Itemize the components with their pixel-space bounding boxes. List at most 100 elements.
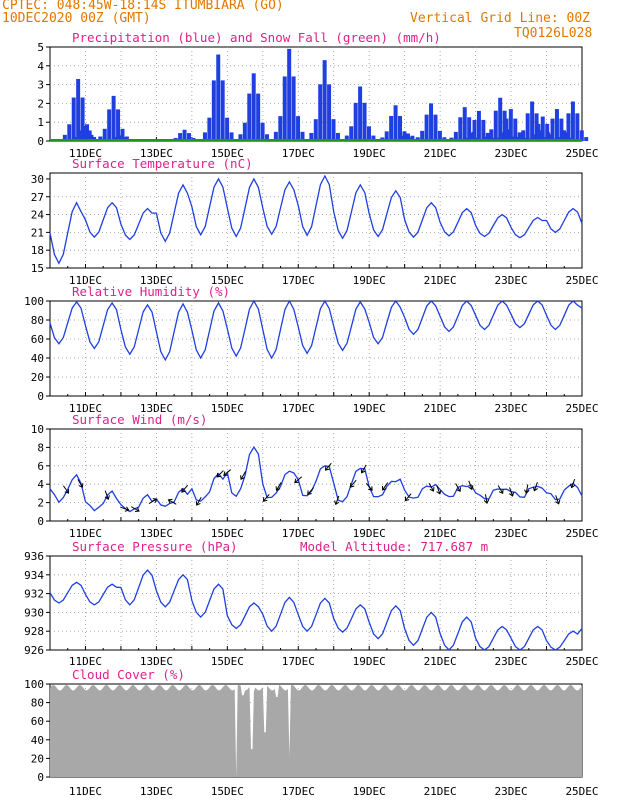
precip-bar [120,128,125,141]
panel-1-xtick-label: 21DEC [424,147,457,160]
panel-1-xtick-label: 13DEC [140,147,173,160]
wind-arrow-head [78,483,84,488]
panel-5-annotation: Model Altitude: 717.687 m [300,539,488,554]
wind-arrow-head [524,489,530,495]
panel-5-title: Surface Pressure (hPa) [72,539,238,554]
header-location: CPTEC: 048:45W-18:14S ITUMBIARA (GO) [2,0,284,13]
wind-arrow [365,483,373,491]
wind-arrow-head [349,483,355,488]
precip-bar [229,132,234,141]
panel-4-ytick-label: 0 [37,515,44,528]
precip-bar [291,76,296,141]
precip-bar [499,132,504,141]
panel-2-xtick-label: 11DEC [69,274,102,287]
precip-bar [247,93,252,141]
precip-bar [331,119,336,141]
panel-5-ytick-label: 930 [24,606,44,619]
wind-arrow [404,493,412,501]
precip-bar [584,137,589,141]
panel-4-xtick-label: 13DEC [140,527,173,540]
precip-bar [433,114,438,141]
panel-6-xtick-label: 11DEC [69,785,102,798]
wind-arrow-head [498,489,504,495]
wind-arrow-head [483,499,490,504]
panel-6-xtick-label: 15DEC [211,785,244,798]
panel-3-ytick-label: 100 [24,295,44,308]
panel-2-ytick-label: 27 [31,191,44,204]
panel-5-xtick-label: 21DEC [424,655,457,668]
panel-3-ytick-label: 0 [37,390,44,403]
wind-arrow-head [223,471,228,476]
wind-arrow [307,487,314,495]
wind-arrow-head [436,489,442,495]
panel-4-xtick-label: 21DEC [424,527,457,540]
precip-bar [371,135,376,141]
wind-arrow [361,464,367,473]
panel-4-xtick-label: 23DEC [495,527,528,540]
wind-arrow [436,485,441,495]
wind-arrow [104,490,109,500]
wind-arrow [276,482,282,491]
precip-bar [575,113,580,141]
precip-bar [525,113,530,141]
precip-bar [83,125,88,141]
precip-bar [398,115,403,141]
panel-2-xtick-label: 23DEC [495,274,528,287]
precip-bar [521,130,526,141]
wind-arrow-head [262,497,268,502]
wind-arrow-head [555,499,561,505]
precip-bar [489,129,494,141]
wind-arrow-head [509,491,515,497]
precip-bar [322,60,327,141]
precip-bar [296,116,301,141]
precip-bar [349,126,354,141]
wind-arrow [325,462,332,471]
precip-bar [531,134,536,141]
precip-bar [282,76,287,141]
panel-5-frame [49,555,583,651]
precip-bar [118,135,123,141]
wind-arrow [484,494,488,504]
precip-bar [481,119,486,141]
wind-arrow [428,482,434,492]
panel-3-title: Relative Humidity (%) [72,284,230,299]
panel-3-xtick-label: 13DEC [140,402,173,415]
cloud-cover-area [50,684,582,777]
precip-bar [287,48,292,141]
wind-arrow [468,480,473,490]
panel-4-xtick-label: 19DEC [353,527,386,540]
precip-bar [251,73,256,141]
panel-6-ytick-label: 80 [31,697,44,710]
precip-bar [207,117,212,141]
panel-1-ytick-label: 3 [37,79,44,92]
precip-bar [429,103,434,141]
wind-arrow-head [360,468,366,474]
precip-bar [353,102,358,141]
precip-bar [536,123,541,141]
precip-bar [504,118,509,141]
panel-4-frame [49,428,583,522]
panel-6-xtick-label: 23DEC [495,785,528,798]
precip-bar [424,114,429,141]
precip-bar [182,129,187,141]
panel-1-ytick-label: 4 [37,60,44,73]
panel-5-ytick-label: 936 [24,550,44,563]
precip-bar [78,130,83,141]
precip-bar [405,133,410,141]
wind-arrow [349,479,357,488]
precip-bar [220,80,225,141]
precip-bar [498,97,503,141]
panel-4-ytick-label: 8 [37,441,44,454]
panel-1-title: Precipitation (blue) and Snow Fall (gree… [72,30,441,45]
precip-bar [211,80,216,141]
wind-arrow-head [468,485,474,491]
precip-bar [546,132,551,141]
precip-bar [87,130,92,141]
precip-bar [202,132,207,141]
panel-2-ytick-label: 24 [31,209,45,222]
wind-arrow-head [104,495,110,500]
wind-arrow [555,495,560,504]
panel-6-ytick-label: 100 [24,678,44,691]
precip-bar [256,93,261,141]
panel-3-xtick-label: 23DEC [495,402,528,415]
